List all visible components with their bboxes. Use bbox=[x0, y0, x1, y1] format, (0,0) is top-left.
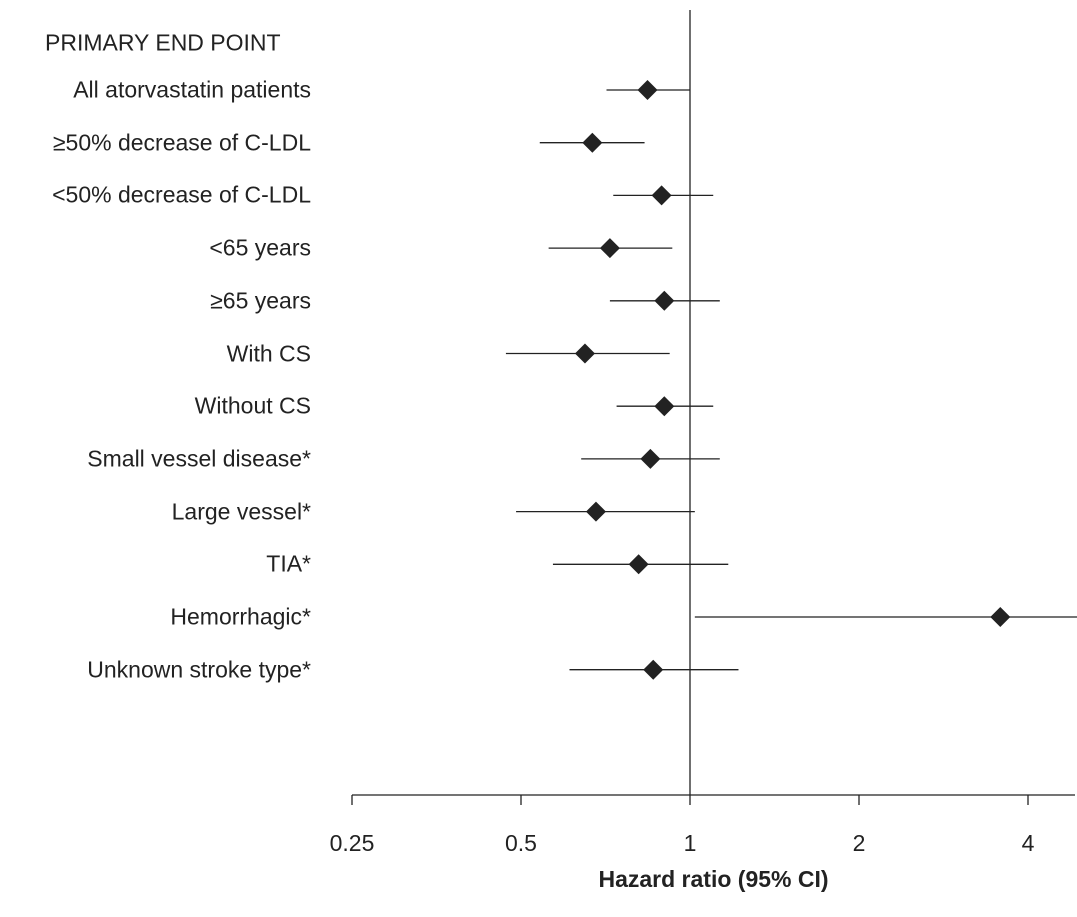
row-label: Large vessel* bbox=[171, 498, 311, 525]
x-axis: 0.25 0.5 1 2 4 bbox=[330, 794, 1075, 856]
row-label: Small vessel disease* bbox=[87, 445, 311, 472]
row-label: Hemorrhagic* bbox=[170, 603, 311, 630]
hazard-ratio-marker bbox=[585, 501, 606, 522]
hazard-ratio-marker bbox=[990, 607, 1011, 627]
row-label: All atorvastatin patients bbox=[73, 76, 311, 103]
x-tick-label: 2 bbox=[853, 830, 866, 856]
hazard-ratio-marker bbox=[637, 80, 658, 100]
hazard-ratio-marker bbox=[628, 554, 649, 575]
x-tick-label: 0.5 bbox=[505, 830, 537, 856]
x-tick-label: 1 bbox=[684, 830, 697, 856]
row-label: ≥50% decrease of C-LDL bbox=[52, 129, 311, 156]
x-tick-label: 4 bbox=[1022, 830, 1035, 856]
row-label: ≥65 years bbox=[210, 287, 311, 314]
hazard-ratio-marker bbox=[640, 448, 661, 469]
hazard-ratio-marker bbox=[654, 396, 675, 417]
plot-marks bbox=[505, 10, 1077, 795]
row-label: Without CS bbox=[194, 392, 311, 419]
primary-end-point-header: PRIMARY END POINT bbox=[45, 29, 281, 56]
row-label: <65 years bbox=[209, 234, 311, 261]
hazard-ratio-marker bbox=[651, 185, 672, 206]
x-tick-label: 0.25 bbox=[330, 830, 375, 856]
hazard-ratio-marker bbox=[599, 238, 620, 259]
row-label: With CS bbox=[226, 340, 311, 366]
hazard-ratio-marker bbox=[654, 290, 675, 311]
row-label: TIA* bbox=[266, 550, 311, 577]
hazard-ratio-marker bbox=[574, 343, 595, 364]
row-label: Unknown stroke type* bbox=[87, 656, 311, 683]
hazard-ratio-marker bbox=[582, 132, 603, 153]
hazard-ratio-marker bbox=[643, 659, 664, 680]
x-axis-label: Hazard ratio (95% CI) bbox=[598, 866, 829, 892]
row-label: <50% decrease of C-LDL bbox=[52, 181, 311, 208]
